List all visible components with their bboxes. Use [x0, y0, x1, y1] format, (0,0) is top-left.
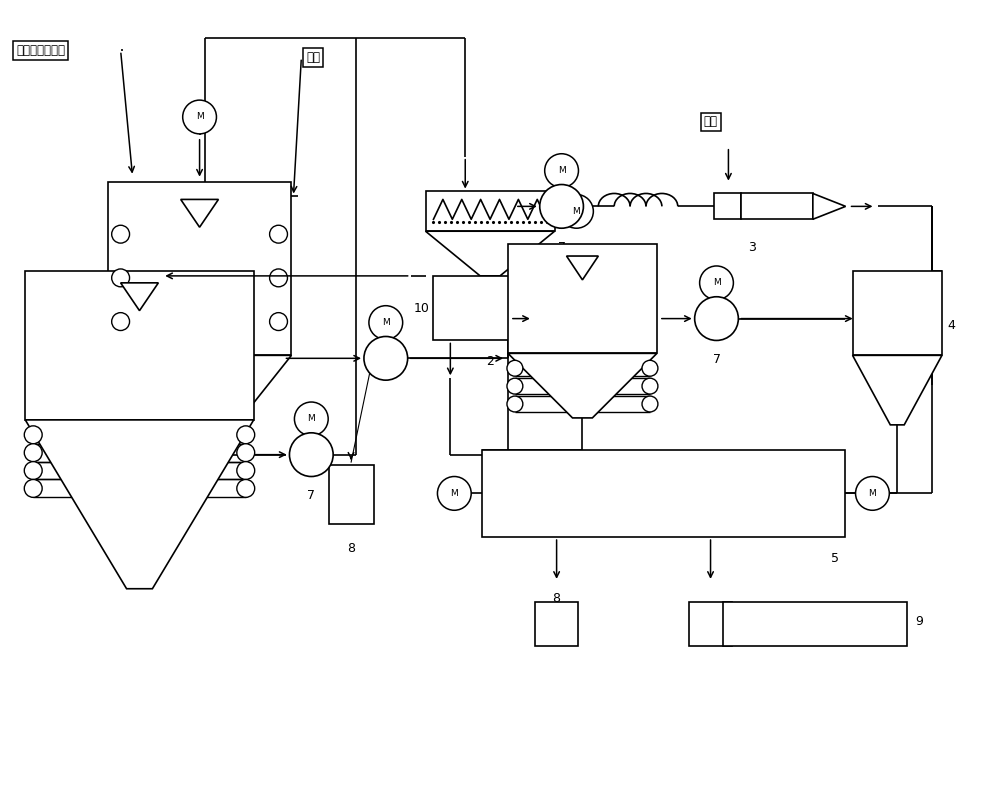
Bar — [426, 191, 555, 231]
Polygon shape — [181, 199, 218, 228]
Bar — [689, 602, 732, 646]
Circle shape — [183, 100, 216, 134]
Bar — [25, 271, 254, 420]
Circle shape — [507, 396, 523, 412]
Circle shape — [507, 378, 523, 394]
Circle shape — [112, 313, 130, 330]
Text: 1: 1 — [91, 408, 100, 422]
Circle shape — [270, 225, 287, 243]
Circle shape — [294, 402, 328, 436]
Circle shape — [364, 336, 408, 380]
Bar — [482, 450, 845, 537]
Circle shape — [237, 426, 255, 444]
Text: 7: 7 — [713, 353, 721, 366]
Text: M: M — [196, 113, 203, 121]
Text: 有机垃圾渗滤液: 有机垃圾渗滤液 — [16, 44, 65, 57]
Circle shape — [700, 266, 733, 300]
Circle shape — [237, 462, 255, 480]
Text: M: M — [450, 489, 458, 498]
Text: M: M — [713, 279, 720, 288]
Text: 10: 10 — [414, 302, 429, 315]
Circle shape — [545, 154, 578, 187]
Circle shape — [540, 185, 583, 228]
Polygon shape — [813, 194, 846, 220]
Circle shape — [237, 444, 255, 462]
Circle shape — [642, 378, 658, 394]
Circle shape — [24, 462, 42, 480]
Circle shape — [289, 433, 333, 476]
Circle shape — [369, 305, 403, 339]
Circle shape — [695, 296, 738, 340]
Text: 7: 7 — [558, 241, 566, 254]
Text: 蒸汽: 蒸汽 — [306, 51, 320, 64]
Bar — [508, 244, 657, 353]
Polygon shape — [426, 231, 555, 276]
Polygon shape — [25, 420, 254, 589]
Circle shape — [507, 360, 523, 376]
Text: 9: 9 — [915, 615, 923, 628]
Text: 2: 2 — [486, 356, 494, 369]
Text: M: M — [382, 318, 390, 327]
Polygon shape — [853, 356, 942, 425]
Bar — [433, 276, 547, 340]
Circle shape — [24, 444, 42, 462]
Circle shape — [237, 480, 255, 497]
Circle shape — [112, 269, 130, 287]
Circle shape — [24, 480, 42, 497]
Polygon shape — [121, 283, 158, 311]
Circle shape — [270, 269, 287, 287]
Polygon shape — [567, 256, 598, 280]
Bar — [329, 465, 374, 524]
Text: 8: 8 — [553, 592, 561, 605]
Text: 8: 8 — [347, 542, 355, 555]
Bar — [714, 194, 741, 220]
Text: M: M — [558, 166, 565, 175]
Circle shape — [112, 225, 130, 243]
Bar — [108, 181, 291, 356]
Polygon shape — [508, 353, 657, 418]
Bar — [723, 602, 907, 646]
Text: 3: 3 — [748, 241, 756, 254]
Text: M: M — [573, 207, 580, 215]
Text: 蒸汽: 蒸汽 — [704, 116, 718, 129]
Text: 5: 5 — [831, 552, 839, 565]
Bar — [741, 194, 813, 220]
Text: M: M — [869, 489, 876, 498]
Text: 4: 4 — [947, 319, 955, 332]
Bar — [535, 602, 578, 646]
Circle shape — [560, 194, 593, 228]
Text: 7: 7 — [307, 489, 315, 502]
Bar — [853, 271, 942, 356]
Circle shape — [437, 476, 471, 510]
Circle shape — [856, 476, 889, 510]
Circle shape — [642, 360, 658, 376]
Polygon shape — [108, 356, 291, 454]
Circle shape — [270, 313, 287, 330]
Circle shape — [642, 396, 658, 412]
Text: M: M — [307, 415, 315, 424]
Circle shape — [24, 426, 42, 444]
Text: 6: 6 — [712, 267, 719, 280]
